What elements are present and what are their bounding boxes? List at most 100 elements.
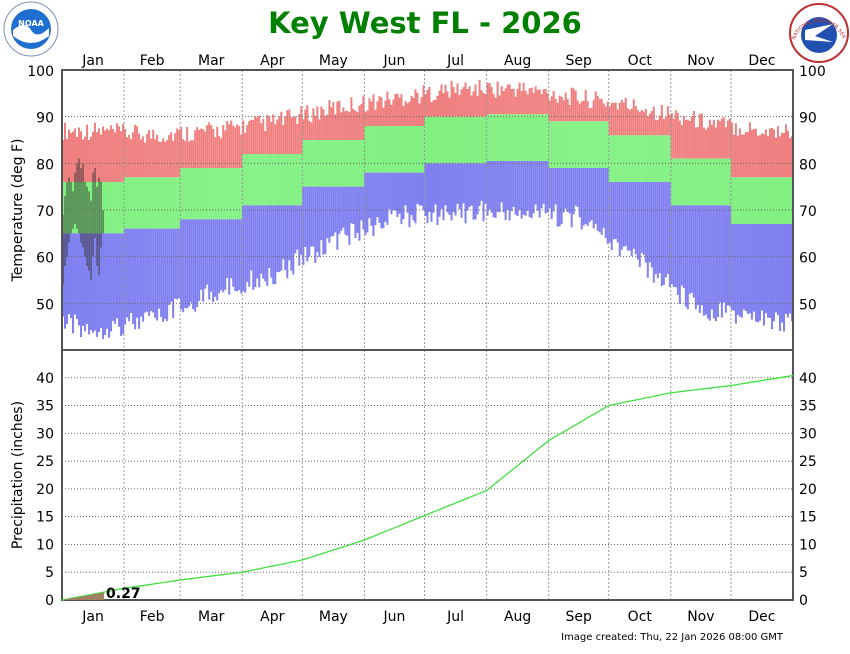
record-low-bar [732,224,735,311]
record-low-bar [534,161,537,205]
normal-range-bar [440,116,443,164]
normal-range-bar [622,135,625,182]
record-high-bar [348,112,351,140]
observed-temp-bar [102,210,104,234]
record-high-bar [106,128,109,182]
record-low-bar [730,224,733,310]
normal-range-bar [446,116,449,164]
normal-range-bar [320,140,323,187]
normal-range-bar [688,158,691,206]
precip-tick-right: 15 [799,510,817,526]
record-low-bar [630,182,633,257]
normal-range-bar [686,158,689,206]
record-high-bar [390,104,393,126]
normal-range-bar [602,121,605,168]
normal-range-bar [604,121,607,168]
normal-range-bar [212,168,215,220]
month-label-top: Jul [446,53,464,69]
record-low-bar [172,228,175,319]
record-low-bar [770,224,773,330]
record-high-bar [446,91,449,117]
normal-range-bar [476,116,479,164]
record-low-bar [628,182,631,251]
record-high-bar [164,141,167,178]
record-low-bar [302,186,305,265]
record-low-bar [722,205,725,303]
record-low-bar [146,228,149,312]
normal-range-bar [164,177,167,229]
record-low-bar [568,168,571,214]
record-low-bar [96,233,99,337]
normal-range-bar [348,140,351,187]
record-low-bar [542,161,545,204]
record-low-bar [174,228,177,299]
normal-range-bar [582,121,585,168]
normal-range-bar [224,168,227,220]
normal-range-bar [318,140,321,187]
month-label-top: Aug [504,53,531,69]
normal-range-bar [732,177,735,224]
normal-range-bar [668,135,671,182]
record-low-bar [430,163,433,222]
normal-range-bar [636,135,639,182]
month-label-bottom: Mar [198,609,225,625]
record-high-bar [352,108,355,140]
record-high-bar [100,134,103,182]
normal-range-bar [152,177,155,229]
normal-range-bar [442,116,445,164]
normal-range-bar [450,116,453,164]
record-high-bar [342,107,345,140]
precip-tick-left: 0 [45,593,54,609]
normal-range-bar [470,116,473,164]
normal-range-bar [236,168,239,220]
record-low-bar [752,224,755,312]
record-low-bar [122,233,125,335]
record-low-bar [178,228,181,299]
normal-range-bar [396,126,399,173]
record-low-bar [344,186,347,235]
normal-range-bar [660,135,663,182]
record-low-bar [104,233,107,336]
record-low-bar [136,228,139,318]
record-low-bar [724,205,727,313]
record-low-bar [510,161,513,211]
record-high-bar [336,101,339,140]
normal-range-bar [106,182,109,234]
normal-range-bar [154,177,157,229]
record-low-bar [610,182,613,251]
record-high-bar [408,101,411,126]
record-low-bar [512,161,515,207]
normal-range-bar [326,140,329,187]
record-high-bar [420,97,423,126]
normal-range-bar [786,177,789,224]
record-low-bar [694,205,697,310]
record-low-bar [230,219,233,279]
chart-title: Key West FL - 2026 [268,6,582,40]
record-high-bar [502,91,505,115]
record-high-bar [486,82,489,115]
normal-range-bar [260,154,263,206]
record-low-bar [164,228,167,319]
normal-range-bar [436,116,439,164]
normal-range-bar [420,126,423,173]
normal-range-bar [434,116,437,164]
record-high-bar [118,126,121,182]
normal-range-bar [532,114,535,161]
record-high-bar [556,102,559,122]
record-low-bar [208,219,211,300]
normal-range-bar [144,177,147,229]
record-high-bar [608,106,611,136]
record-high-bar [520,90,523,115]
month-label-bottom: Aug [504,609,531,625]
record-low-bar [632,182,635,249]
normal-range-bar [710,158,713,206]
record-low-bar [458,163,461,210]
normal-range-bar [758,177,761,224]
record-high-bar [738,128,741,178]
record-high-bar [762,134,765,178]
normal-range-bar [338,140,341,187]
normal-range-bar [454,116,457,164]
precip-tick-left: 35 [36,399,54,415]
record-low-bar [618,182,621,257]
record-high-bar [666,106,669,136]
